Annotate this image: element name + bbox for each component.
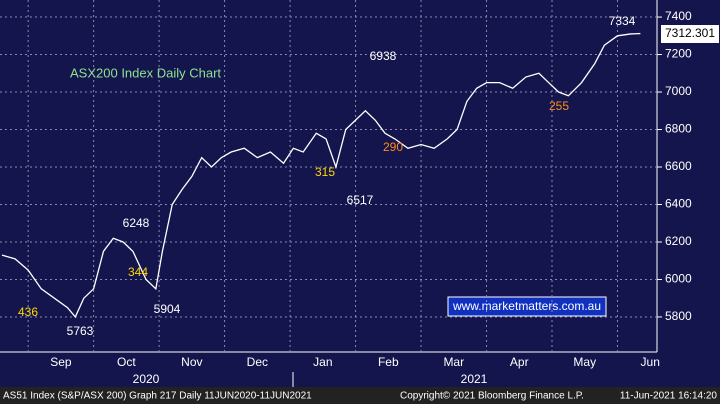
x-tick-label: Jun	[641, 355, 660, 369]
annotation: 344	[128, 265, 148, 279]
y-tick-label: 6200	[665, 234, 692, 248]
last-value-box	[661, 25, 719, 43]
last-value: 7312.301	[665, 26, 715, 40]
annotation: 5904	[154, 302, 181, 316]
y-tick-label: 6600	[665, 159, 692, 173]
y-tick-label: 7000	[665, 84, 692, 98]
watermark: www.marketmatters.com.au	[452, 299, 601, 313]
footer-time: 11-Jun-2021 16:14:20	[620, 391, 718, 402]
annotation: 6517	[347, 193, 374, 207]
annotation: 290	[383, 140, 403, 154]
annotation: 315	[315, 165, 335, 179]
annotation: 436	[18, 305, 38, 319]
annotation: 7334	[609, 14, 636, 28]
x-tick-label: Mar	[443, 355, 464, 369]
x-tick-label: Oct	[117, 355, 136, 369]
y-tick-label: 6000	[665, 272, 692, 286]
x-tick-label: Jan	[313, 355, 332, 369]
x-tick-label: May	[573, 355, 596, 369]
x-tick-label: Dec	[247, 355, 268, 369]
footer-copyright: Copyright© 2021 Bloomberg Finance L.P.	[400, 391, 584, 402]
annotation: 6248	[123, 216, 150, 230]
y-tick-label: 7400	[665, 9, 692, 23]
background	[0, 0, 720, 387]
year-label: 2021	[461, 372, 488, 386]
footer-bar	[0, 387, 720, 404]
x-tick-label: Feb	[378, 355, 399, 369]
footer-left: AS51 Index (S&P/ASX 200) Graph 217 Daily…	[3, 391, 312, 402]
annotation: 255	[549, 99, 569, 113]
annotation: 6938	[370, 49, 397, 63]
y-tick-label: 5800	[665, 309, 692, 323]
x-tick-label: Nov	[181, 355, 202, 369]
y-tick-label: 6800	[665, 122, 692, 136]
chart-title: ASX200 Index Daily Chart	[70, 65, 221, 80]
y-tick-label: 7200	[665, 47, 692, 61]
x-tick-label: Sep	[50, 355, 72, 369]
x-tick-label: Apr	[510, 355, 529, 369]
watermark-box	[447, 296, 607, 317]
year-label: 2020	[133, 372, 160, 386]
price-line	[1, 32, 641, 319]
y-tick-label: 6400	[665, 197, 692, 211]
annotation: 5763	[67, 324, 94, 338]
